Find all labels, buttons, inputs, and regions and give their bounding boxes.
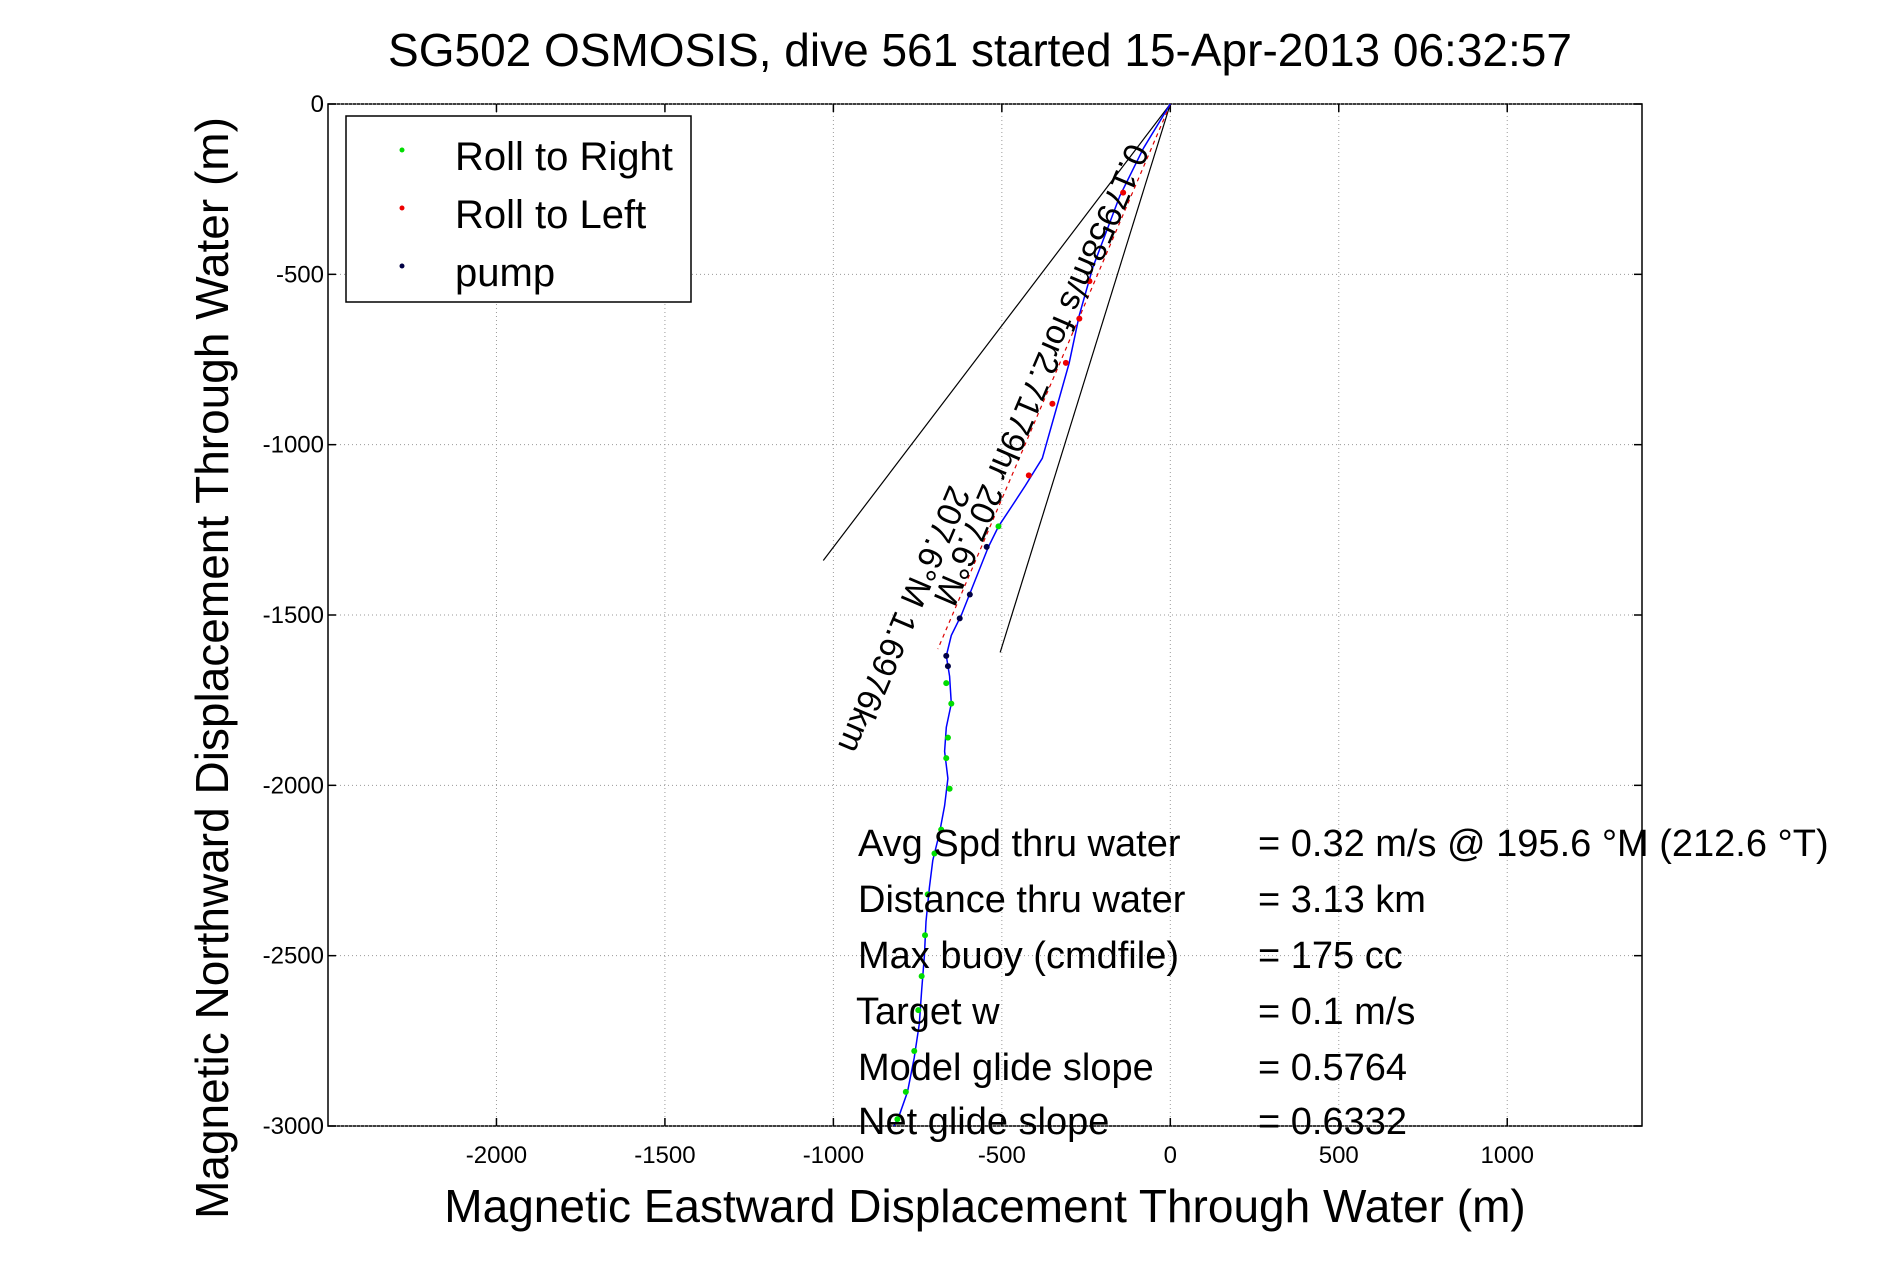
roll-left-point <box>1049 400 1056 407</box>
x-tick-label: -1500 <box>634 1142 695 1169</box>
info-label-max-buoy: Max buoy (cmdfile) <box>858 935 1179 977</box>
legend-marker-roll-left <box>399 205 405 211</box>
info-label-avg-spd: Avg Spd thru water <box>858 823 1181 865</box>
legend-marker-roll-right <box>399 147 405 153</box>
y-tick-label: 0 <box>311 91 324 118</box>
heading-line-dashed <box>937 103 1171 650</box>
legend-label-pump: pump <box>455 251 555 295</box>
info-label-model-glide: Model glide slope <box>858 1047 1154 1089</box>
roll-right-point <box>938 826 945 833</box>
info-label-target-w: Target w <box>856 991 1000 1033</box>
info-label-net-glide: Net glide slope <box>858 1101 1109 1143</box>
roll-right-point <box>902 1088 909 1095</box>
roll-right-point <box>911 1048 918 1055</box>
roll-left-point <box>1062 359 1069 366</box>
roll-right-point <box>924 891 931 898</box>
y-tick-label: -1500 <box>263 602 324 629</box>
info-panel: Avg Spd thru water = 0.32 m/s @ 195.6 °M… <box>856 823 1829 1143</box>
roll-left-point <box>1025 472 1032 479</box>
legend: Roll to Right Roll to Left pump <box>345 115 692 303</box>
y-tick-label: -2500 <box>263 943 324 970</box>
roll-right-point <box>995 523 1002 530</box>
pump-point <box>944 663 951 670</box>
roll-right-point <box>894 1116 901 1123</box>
x-tick-label: 0 <box>1164 1142 1177 1169</box>
heading-line <box>999 103 1171 653</box>
y-axis-label: Magnetic Northward Displacement Through … <box>186 117 238 1219</box>
y-tick-label: -3000 <box>263 1113 324 1140</box>
roll-left-point <box>1076 315 1083 322</box>
y-tick-label: -2000 <box>263 772 324 799</box>
pump-point <box>983 543 990 550</box>
roll-right-point <box>944 734 951 741</box>
roll-right-point <box>943 755 950 762</box>
y-tick-label: -500 <box>276 261 324 288</box>
info-value-max-buoy: = 175 cc <box>1258 935 1403 977</box>
legend-marker-pump <box>399 263 405 269</box>
legend-label-roll-left: Roll to Left <box>455 193 646 237</box>
roll-left-point <box>1120 189 1127 196</box>
x-tick-label: -2000 <box>466 1142 527 1169</box>
info-value-avg-spd: = 0.32 m/s @ 195.6 °M (212.6 °T) <box>1258 823 1829 865</box>
roll-right-point <box>943 680 950 687</box>
pump-point <box>943 652 950 659</box>
info-label-distance: Distance thru water <box>858 879 1186 921</box>
x-tick-label: -500 <box>978 1142 1026 1169</box>
grid <box>328 103 1642 1127</box>
x-tick-label: 1000 <box>1481 1142 1534 1169</box>
y-tick-label: -1000 <box>263 432 324 459</box>
roll-right-point <box>946 785 953 792</box>
info-value-distance: = 3.13 km <box>1258 879 1426 921</box>
heading-line <box>822 103 1171 561</box>
x-tick-label: 500 <box>1319 1142 1359 1169</box>
axis-ticks: -2000 -1500 -1000 -500 0 500 1000 0 -500 -1000 -15… <box>263 91 1642 1169</box>
roll-left-point <box>1086 278 1093 285</box>
pump-point <box>966 591 973 598</box>
x-axis-label: Magnetic Eastward Displacement Through W… <box>444 1180 1525 1232</box>
roll-right-point <box>948 700 955 707</box>
info-value-target-w: = 0.1 m/s <box>1258 991 1415 1033</box>
legend-label-roll-right: Roll to Right <box>455 135 673 179</box>
roll-right-point <box>931 850 938 857</box>
pump-point <box>956 615 963 622</box>
info-value-net-glide: = 0.6332 <box>1258 1101 1407 1143</box>
chart-title: SG502 OSMOSIS, dive 561 started 15-Apr-2… <box>388 24 1572 76</box>
roll-right-point <box>915 1007 922 1014</box>
x-tick-label: -1000 <box>803 1142 864 1169</box>
roll-right-point <box>922 932 929 939</box>
info-value-model-glide: = 0.5764 <box>1258 1047 1407 1089</box>
roll-right-point <box>918 973 925 980</box>
